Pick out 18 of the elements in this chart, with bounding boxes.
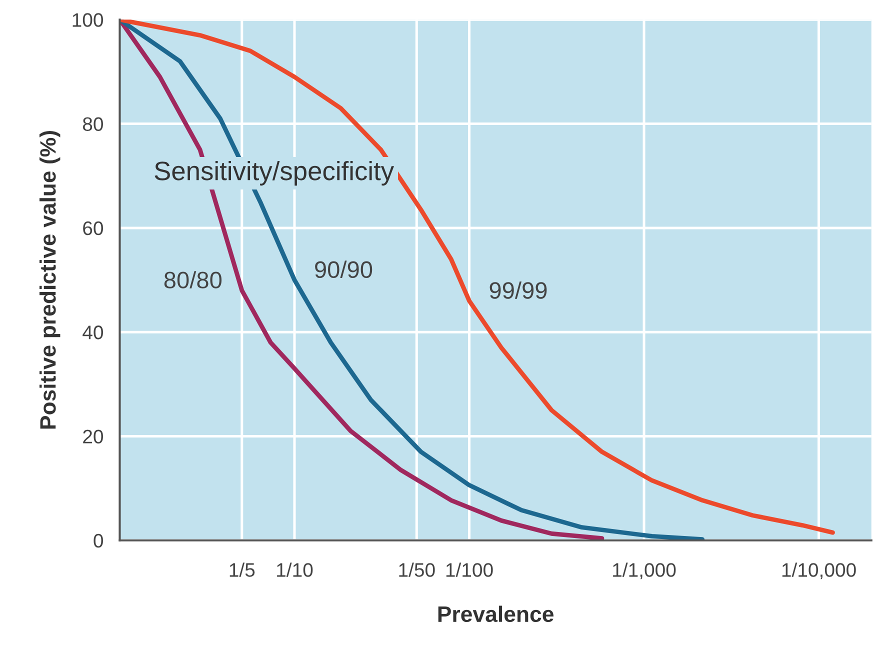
annotation: Sensitivity/specificity [154, 160, 394, 186]
y-tick-label: 0 [94, 534, 104, 548]
x-tick-label: 1/5 [230, 562, 255, 577]
series-label: 80/80 [164, 271, 222, 288]
series-label: 90/90 [315, 260, 372, 278]
y-axis-title: Positive predictive value (%) [40, 131, 60, 429]
x-tick-label: 1/1,000 [613, 562, 676, 580]
x-tick-label: 1/10 [277, 562, 313, 577]
x-tick-label: 1/50 [399, 562, 435, 577]
y-tick-label: 60 [83, 221, 104, 236]
x-tick-label: 1/100 [446, 562, 493, 577]
y-tick-label: 20 [83, 430, 104, 444]
y-tick-label: 40 [82, 326, 104, 340]
x-axis-title: Prevalence [438, 606, 554, 622]
y-tick-label: 100 [72, 13, 104, 27]
x-tick-label: 1/10,000 [782, 562, 856, 580]
y-tick-label: 80 [82, 117, 104, 132]
series-label: 99/99 [490, 282, 547, 299]
